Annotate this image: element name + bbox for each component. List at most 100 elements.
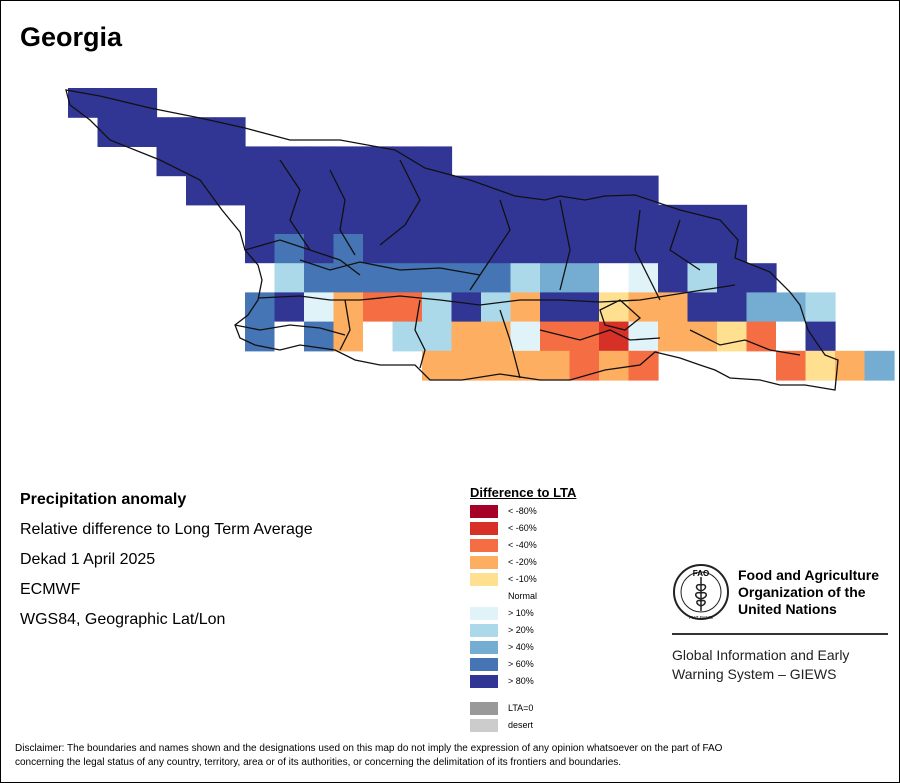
grid-cell: [215, 175, 246, 206]
legend-swatch: [470, 702, 498, 715]
legend-label: > 60%: [508, 659, 534, 669]
legend-label: Normal: [508, 591, 538, 601]
grid-cell: [687, 234, 718, 264]
grid-cell: [864, 350, 895, 381]
legend-special: LTA=0 desert: [470, 700, 670, 734]
legend-class-10: > 80%: [470, 673, 670, 690]
legend-label: > 80%: [508, 676, 534, 686]
grid-cell: [333, 146, 364, 177]
grid-cell: [451, 292, 482, 323]
grid-cell: [776, 350, 807, 381]
region-boundary: [279, 159, 311, 251]
grid-cell: [658, 321, 689, 352]
grid-cell: [599, 350, 630, 381]
grid-cell: [422, 350, 453, 381]
grid-cell: [422, 292, 453, 323]
org-divider: [672, 633, 888, 635]
legend-title: Difference to LTA: [470, 485, 577, 500]
legend-class-8: > 40%: [470, 639, 670, 656]
legend-swatch: [470, 556, 498, 569]
grid-cell: [599, 321, 630, 352]
grid-cell: [363, 321, 394, 352]
grid-cell: [628, 292, 659, 323]
legend-label: > 20%: [508, 625, 534, 635]
legend-class-6: > 10%: [470, 605, 670, 622]
legend-swatch: [470, 573, 498, 586]
info-subheading: Relative difference to Long Term Average: [20, 521, 313, 538]
grid-cell: [451, 234, 482, 264]
grid-cell: [540, 292, 571, 323]
legend-label: < -80%: [508, 506, 537, 516]
anomaly-grid: [68, 88, 895, 381]
grid-cell: [392, 175, 423, 206]
grid-cell: [333, 321, 364, 352]
grid-cell: [186, 175, 217, 206]
grid-cell: [245, 321, 276, 352]
giews-name: Global Information and Early Warning Sys…: [672, 647, 850, 682]
grid-cell: [422, 321, 453, 352]
legend-class-3: < -20%: [470, 554, 670, 571]
grid-cell: [569, 292, 600, 323]
grid-cell: [835, 350, 866, 381]
grid-cell: [245, 204, 276, 235]
grid-cell: [245, 175, 276, 206]
grid-cell: [658, 204, 689, 235]
grid-cell: [510, 263, 541, 293]
grid-cell: [717, 263, 748, 293]
grid-cell: [540, 234, 571, 264]
info-projection: WGS84, Geographic Lat/Lon: [20, 611, 226, 628]
grid-cell: [510, 292, 541, 323]
legend-swatch: [470, 624, 498, 637]
grid-cell: [392, 263, 423, 293]
grid-cell: [569, 321, 600, 352]
region-boundary: [329, 169, 356, 256]
region-boundary: [539, 329, 661, 341]
legend-swatch: [470, 641, 498, 654]
legend-swatch: [470, 675, 498, 688]
grid-cell: [363, 146, 394, 177]
grid-cell: [451, 263, 482, 293]
legend-label: < -10%: [508, 574, 537, 584]
grid-cell: [156, 117, 187, 147]
legend-swatch: [470, 658, 498, 671]
grid-cell: [422, 175, 453, 206]
grid-cell: [481, 175, 512, 206]
legend-label: < -60%: [508, 523, 537, 533]
grid-cell: [510, 350, 541, 381]
region-boundary: [559, 199, 571, 291]
legend-class-5: Normal: [470, 588, 670, 605]
grid-cell: [215, 146, 246, 177]
grid-cell: [599, 292, 630, 323]
grid-cell: [687, 204, 718, 235]
fao-logo-text: FAO: [693, 569, 709, 578]
grid-cell: [481, 263, 512, 293]
grid-cell: [540, 175, 571, 206]
grid-cell: [274, 234, 305, 264]
grid-cell: [599, 175, 630, 206]
legend-class-7: > 20%: [470, 622, 670, 639]
fao-logo-icon: FAO FIAT PANIS: [673, 564, 729, 620]
legend-class-1: < -60%: [470, 520, 670, 537]
info-heading: Precipitation anomaly: [20, 491, 187, 508]
legend-swatch: [470, 590, 498, 603]
map-title: Georgia: [20, 22, 123, 52]
grid-cell: [628, 175, 659, 206]
grid-cell: [717, 234, 748, 264]
region-boundary: [234, 324, 346, 336]
grid-cell: [805, 292, 836, 323]
grid-cell: [245, 146, 276, 177]
legend-label: > 10%: [508, 608, 534, 618]
fao-logo-motto: FIAT PANIS: [689, 615, 713, 620]
grid-cell: [304, 263, 335, 293]
grid-cell: [717, 292, 748, 323]
grid-cell: [333, 204, 364, 235]
legend-special-1: desert: [470, 717, 670, 734]
grid-cell: [510, 175, 541, 206]
grid-cell: [628, 234, 659, 264]
grid-cell: [392, 234, 423, 264]
grid-cell: [186, 146, 217, 177]
country-boundary: [65, 89, 839, 391]
grid-cell: [97, 88, 128, 118]
grid-cell: [451, 204, 482, 235]
legend-class-2: < -40%: [470, 537, 670, 554]
